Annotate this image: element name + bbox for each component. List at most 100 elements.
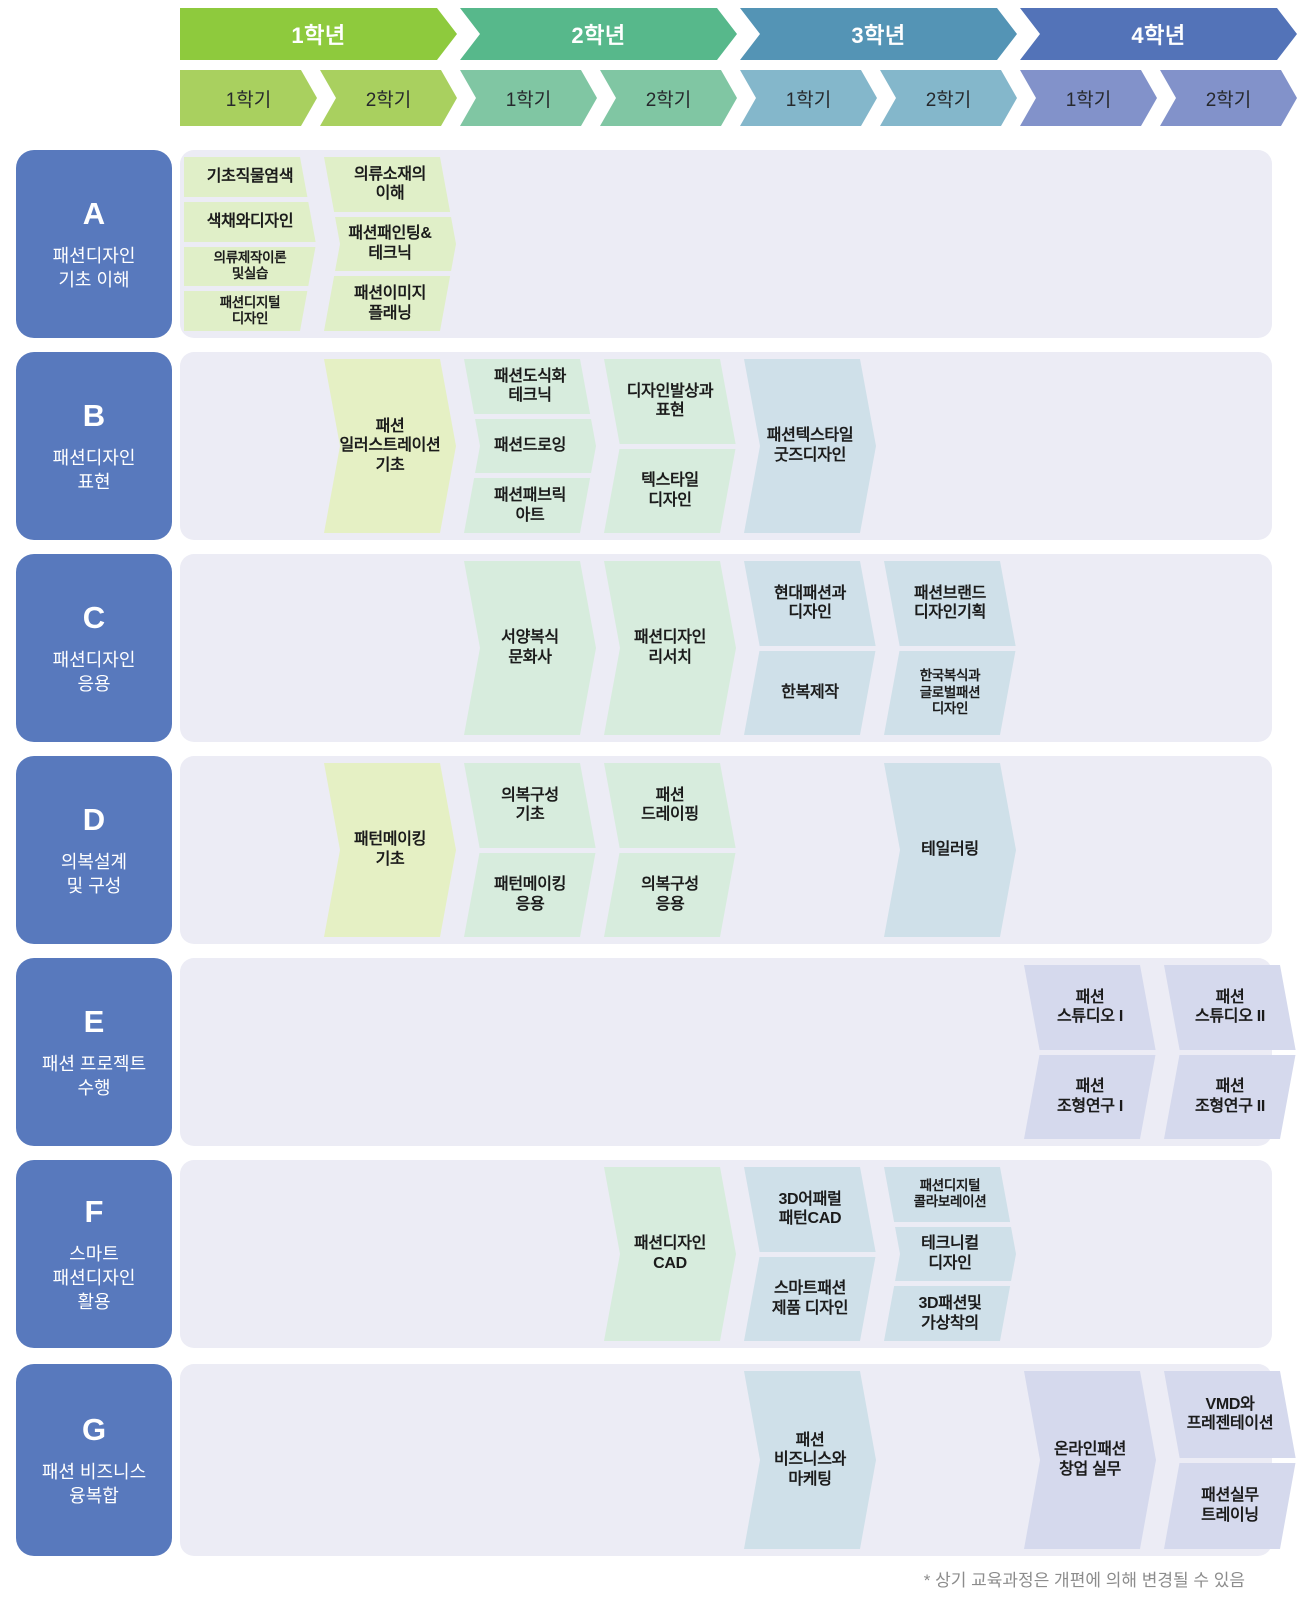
course-label: 패션 조형연구 II — [1194, 1078, 1266, 1115]
course-label: 스마트패션 제품 디자인 — [771, 1280, 849, 1317]
course-group: 패션 스튜디오 II 패션 조형연구 II — [1164, 965, 1296, 1139]
course-tag: 테크니컬 디자인 — [884, 1226, 1016, 1282]
course-label: 서양복식 문화사 — [501, 629, 559, 666]
course-group: 패션디지털 콜라보레이션 테크니컬 디자인 3D패션및 가상착의 — [884, 1167, 1016, 1341]
semester-chevron: 2학기 — [600, 70, 737, 126]
course-tag: 패션드로잉 — [464, 418, 596, 474]
course-label: 패션디지털 콜라보레이션 — [913, 1177, 987, 1210]
header-timeline: 1학년 2학년 3학년 4학년 1학기 2학기 1학기 2학기 1학기 2학기 1학기 2학기 — [0, 0, 1300, 140]
category-block: D 의복설계 및 구성 — [16, 756, 172, 944]
course-tag: 테일러링 — [884, 763, 1016, 937]
course-label: VMD와 프레젠테이션 — [1186, 1395, 1274, 1433]
category-title: 패션디자인 응용 — [52, 649, 136, 694]
course-label: 텍스타일 디자인 — [641, 472, 699, 509]
course-label: 패션패인팅& 테크닉 — [348, 225, 432, 262]
course-tag: 패션브랜드 디자인기획 — [884, 561, 1016, 646]
course-group: 패션디자인 리서치 — [604, 561, 736, 735]
course-label: 현대패션과 디자인 — [773, 584, 847, 622]
course-group: 서양복식 문화사 — [464, 561, 596, 735]
course-label: 테크니컬 디자인 — [921, 1235, 979, 1272]
category-title: 패션 프로젝트 수행 — [41, 1053, 147, 1098]
semester-label: 2학기 — [1205, 89, 1252, 111]
course-tag: 3D어패럴 패턴CAD — [744, 1167, 876, 1252]
course-tag: 패션 조형연구 I — [1024, 1054, 1156, 1139]
course-group: 패션브랜드 디자인기획 한국복식과 글로벌패션 디자인 — [884, 561, 1016, 735]
course-tag: 의류소재의 이해 — [324, 157, 456, 212]
course-tag: 패션실무 트레이닝 — [1164, 1462, 1296, 1549]
semester-label: 1학기 — [505, 89, 552, 111]
category-title: 패션디자인 기초 이해 — [52, 245, 136, 290]
course-tag: 디자인발상과 표현 — [604, 359, 736, 444]
course-label: 한복제작 — [781, 683, 839, 701]
course-tag: 패션디지털 디자인 — [184, 291, 316, 331]
course-tag: 서양복식 문화사 — [464, 561, 596, 735]
year-band: 3학년 — [740, 8, 1017, 60]
course-label: 의복구성 응용 — [641, 876, 699, 913]
course-label: 패션텍스타일 굿즈디자인 — [766, 427, 854, 464]
category-title: 패션 비즈니스 융복합 — [41, 1461, 147, 1506]
course-label: 패션 비즈니스와 마케팅 — [773, 1431, 847, 1488]
course-label: 패션 스튜디오 I — [1057, 988, 1123, 1026]
course-label: 의류소재의 이해 — [353, 165, 427, 203]
category-title: 패션디자인 표현 — [52, 447, 136, 492]
course-label: 색채와디자인 — [206, 212, 294, 230]
course-tag: 의복구성 기초 — [464, 763, 596, 848]
semester-label: 2학기 — [925, 89, 972, 111]
category-letter: C — [82, 599, 106, 635]
course-group: 패션 스튜디오 I 패션 조형연구 I — [1024, 965, 1156, 1139]
course-label: 패션 일러스트레이션 기초 — [339, 417, 441, 474]
course-tag: 한복제작 — [744, 650, 876, 735]
course-tag: VMD와 프레젠테이션 — [1164, 1371, 1296, 1458]
course-label: 패턴메이킹 응용 — [493, 876, 567, 913]
course-tag: 패션 스튜디오 II — [1164, 965, 1296, 1050]
course-tag: 색채와디자인 — [184, 201, 316, 242]
course-tag: 패턴메이킹 기초 — [324, 763, 456, 937]
semester-label: 1학기 — [1065, 89, 1112, 111]
category-letter: E — [83, 1003, 105, 1039]
course-label: 패션디자인 CAD — [633, 1235, 707, 1272]
category-title: 의복설계 및 구성 — [60, 851, 128, 896]
course-label: 패션브랜드 디자인기획 — [913, 584, 987, 622]
semester-chevron: 1학기 — [460, 70, 597, 126]
course-tag: 패션디지털 콜라보레이션 — [884, 1167, 1016, 1222]
semester-label: 2학기 — [645, 89, 692, 111]
semester-chevron: 2학기 — [320, 70, 457, 126]
category-block: G 패션 비즈니스 융복합 — [16, 1364, 172, 1556]
course-label: 의류제작이론 및실습 — [213, 249, 287, 282]
course-group: 패턴메이킹 기초 — [324, 763, 456, 937]
course-tag: 패션 비즈니스와 마케팅 — [744, 1371, 876, 1549]
year-label: 2학년 — [571, 23, 626, 48]
semester-label: 1학기 — [785, 89, 832, 111]
course-label: 패션패브릭 아트 — [493, 487, 567, 524]
category-block: C 패션디자인 응용 — [16, 554, 172, 742]
course-label: 테일러링 — [921, 841, 979, 859]
category-block: E 패션 프로젝트 수행 — [16, 958, 172, 1146]
course-label: 패션실무 트레이닝 — [1201, 1487, 1259, 1524]
course-tag: 의복구성 응용 — [604, 852, 736, 937]
course-label: 온라인패션 창업 실무 — [1053, 1441, 1127, 1478]
course-group: 온라인패션 창업 실무 — [1024, 1371, 1156, 1549]
course-tag: 기초직물염색 — [184, 157, 316, 197]
course-label: 패션이미지 플래닝 — [353, 285, 427, 322]
year-band: 2학년 — [460, 8, 737, 60]
semester-chevron: 1학기 — [180, 70, 317, 126]
course-tag: 의류제작이론 및실습 — [184, 246, 316, 287]
course-tag: 패션디자인 CAD — [604, 1167, 736, 1341]
year-label: 3학년 — [851, 23, 906, 48]
course-tag: 패턴메이킹 응용 — [464, 852, 596, 937]
course-group: 패션 비즈니스와 마케팅 — [744, 1371, 876, 1549]
category-block: B 패션디자인 표현 — [16, 352, 172, 540]
course-label: 3D어패럴 패턴CAD — [778, 1190, 842, 1228]
course-label: 패션 스튜디오 II — [1194, 988, 1266, 1026]
course-tag: 패션 스튜디오 I — [1024, 965, 1156, 1050]
semester-chevron: 1학기 — [740, 70, 877, 126]
course-label: 패션 조형연구 I — [1057, 1078, 1123, 1115]
course-tag: 패션패인팅& 테크닉 — [324, 216, 456, 272]
